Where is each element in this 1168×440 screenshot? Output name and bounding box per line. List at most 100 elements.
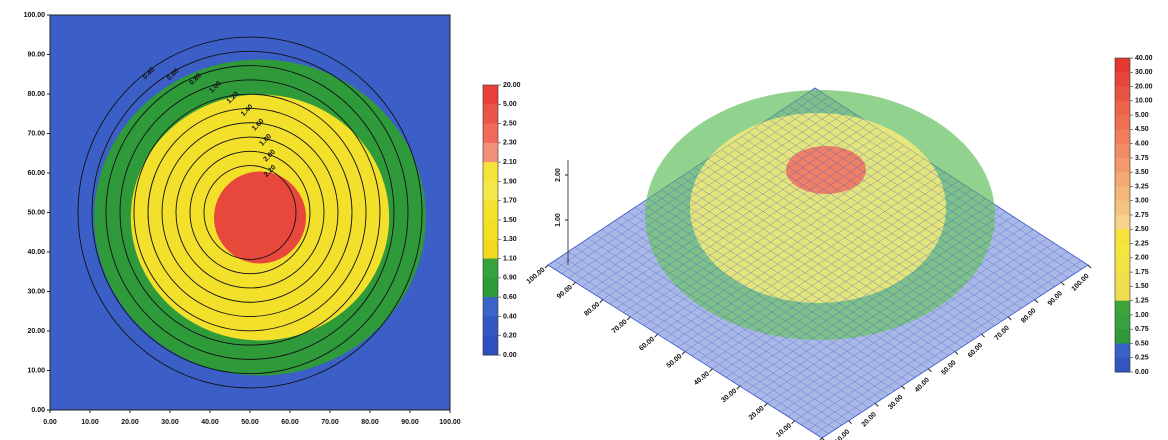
- x-tick: [681, 351, 686, 355]
- mesh-line: [719, 198, 986, 374]
- colorbar-band: [1115, 172, 1130, 187]
- colorbar-label: 0.60: [503, 294, 517, 301]
- colorbar-band: [483, 277, 498, 298]
- contour-line: [91, 50, 409, 375]
- x-tick-label: 0.00: [43, 419, 57, 426]
- y-tick-label: 80.00: [27, 91, 45, 98]
- colorbar-label: 1.50: [1135, 283, 1149, 290]
- x-tick-label: 20.00: [121, 419, 139, 426]
- x-tick: [791, 420, 795, 425]
- colorbar-band: [483, 200, 498, 221]
- y-tick-label: 70.00: [994, 325, 1011, 342]
- colorbar-label: 2.00: [1135, 255, 1149, 262]
- colorbar-band: [1115, 200, 1130, 216]
- z-tick-label: 2.00: [555, 168, 562, 182]
- colorbar-label: 2.25: [1135, 240, 1149, 247]
- x-tick-label: 80.00: [583, 301, 601, 318]
- mesh-line: [801, 251, 1068, 426]
- colorbar-band: [483, 335, 498, 356]
- colorbar-label: 10.00: [1135, 98, 1153, 105]
- colorbar-label: 1.75: [1135, 269, 1149, 276]
- y-tick-label: 10.00: [834, 428, 851, 440]
- colorbar-band: [1115, 72, 1130, 88]
- x-tick: [736, 385, 741, 390]
- y-tick: [954, 351, 959, 355]
- mesh-line: [787, 242, 1055, 417]
- colorbar-label: 40.00: [1135, 55, 1153, 62]
- mesh-line: [708, 158, 982, 335]
- x-tick-label: 90.00: [556, 284, 574, 301]
- y-tick-label: 90.00: [27, 51, 45, 58]
- colorbar-band: [483, 162, 498, 182]
- colorbar-band: [1115, 329, 1130, 344]
- colorbar-band: [1115, 343, 1130, 359]
- y-tick-label: 90.00: [1047, 290, 1064, 307]
- mesh-line: [732, 207, 1000, 382]
- y-tick-label: 40.00: [914, 377, 931, 394]
- colorbar-label: 5.00: [503, 101, 517, 108]
- colorbar-label: 2.30: [503, 140, 517, 147]
- colorbar-band: [1115, 272, 1130, 287]
- mesh-line: [728, 145, 1002, 322]
- colorbar-label: 20.00: [503, 82, 521, 89]
- x-tick-label: 50.00: [241, 419, 259, 426]
- mesh-line: [794, 247, 1061, 421]
- mesh-line: [768, 118, 1042, 296]
- x-tick-label: 50.00: [666, 353, 684, 370]
- colorbar-label: 1.10: [503, 255, 517, 262]
- colorbar-band: [483, 316, 498, 337]
- colorbar-band: [1115, 229, 1130, 245]
- mesh-line: [734, 140, 1009, 318]
- y-tick-label: 30.00: [27, 288, 45, 295]
- colorbar-band: [1115, 314, 1130, 330]
- y-tick-label: 70.00: [27, 130, 45, 137]
- mesh-line: [788, 105, 1062, 283]
- colorbar-label: 1.50: [503, 217, 517, 224]
- mesh-line: [780, 238, 1048, 413]
- colorbar-band: [483, 123, 498, 144]
- x-tick-label: 30.00: [161, 419, 179, 426]
- y-tick: [874, 403, 879, 407]
- colorbar-label: 5.00: [1135, 112, 1149, 119]
- y-tick: [1087, 264, 1092, 269]
- mesh-line: [691, 180, 959, 357]
- x-tick-label: 60.00: [638, 336, 656, 353]
- colorbar-label: 1.30: [503, 236, 517, 243]
- x-tick-label: 70.00: [321, 419, 339, 426]
- contour-line: [203, 165, 297, 260]
- colorbar-label: 0.90: [503, 275, 517, 282]
- colorbar-label: 0.75: [1135, 326, 1149, 333]
- mesh-line: [760, 224, 1027, 400]
- y-tick-label: 20.00: [861, 411, 878, 428]
- colorbar-band: [483, 142, 498, 163]
- colorbar-label: 0.20: [503, 333, 517, 340]
- mesh-line: [754, 127, 1029, 305]
- colorbar-band: [483, 104, 498, 125]
- x-tick-label: 70.00: [611, 318, 629, 335]
- colorbar-label: 2.50: [503, 120, 517, 127]
- mesh-line: [774, 114, 1049, 292]
- x-tick-label: 90.00: [401, 419, 419, 426]
- y-tick-label: 60.00: [27, 170, 45, 177]
- colorbar-band: [483, 239, 498, 260]
- contour-line: [189, 150, 311, 275]
- contour-line: [161, 122, 339, 303]
- y-tick-label: 30.00: [887, 394, 904, 411]
- colorbar-label: 1.25: [1135, 297, 1149, 304]
- x-tick: [599, 299, 604, 303]
- colorbar-band: [1115, 357, 1130, 373]
- colorbar-band: [1115, 143, 1130, 159]
- y-tick-label: 0.00: [31, 407, 45, 414]
- x-tick: [572, 281, 576, 286]
- y-tick: [1061, 281, 1065, 286]
- colorbar-label: 30.00: [1135, 69, 1153, 76]
- colorbar-label: 3.00: [1135, 198, 1149, 205]
- surface-yellow: [690, 113, 946, 303]
- mesh-line: [725, 202, 993, 378]
- colorbar-label: 3.25: [1135, 183, 1149, 190]
- contour-line: [77, 36, 423, 389]
- mesh-line: [712, 193, 979, 370]
- colorbar-label: 1.70: [503, 198, 517, 205]
- x-tick-label: 40.00: [201, 419, 219, 426]
